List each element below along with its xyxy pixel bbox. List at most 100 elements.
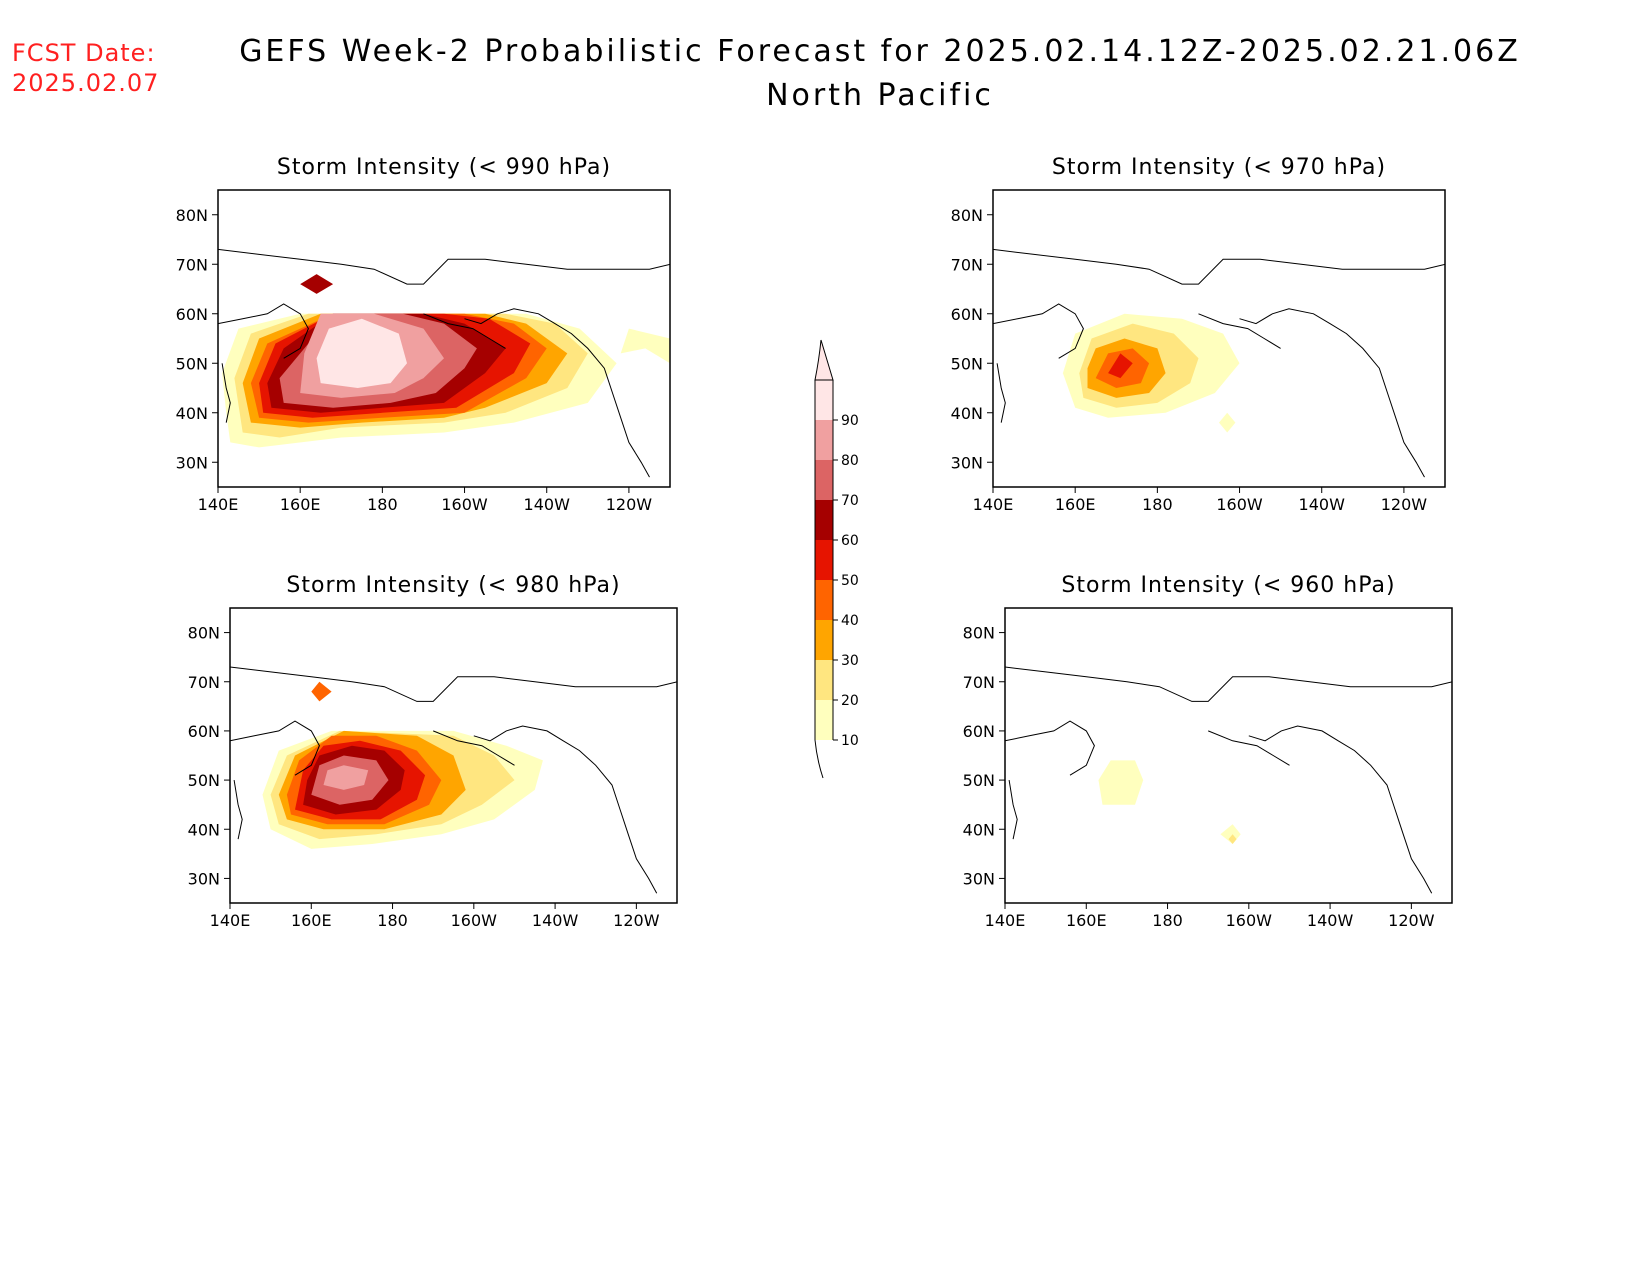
panel-title: Storm Intensity (< 960 hPa) xyxy=(1061,573,1395,598)
colorbar-swatch xyxy=(815,540,833,580)
map-panel-p990: Storm Intensity (< 990 hPa) 80N 70N 60N 50N 4… xyxy=(176,155,671,514)
lon-tick-label: 120W xyxy=(613,911,660,930)
coastline xyxy=(1008,780,1018,840)
colorbar-tick-label: 90 xyxy=(841,413,859,429)
colorbar-tick-label: 70 xyxy=(841,493,859,509)
lon-tick-label: 160W xyxy=(441,495,488,514)
lat-tick-label: 60N xyxy=(963,722,995,741)
colorbar-tick-label: 40 xyxy=(841,613,859,629)
map-frame xyxy=(1004,607,1453,904)
probability-contour xyxy=(1228,834,1237,844)
coastline xyxy=(230,666,677,702)
coastline xyxy=(221,363,231,423)
page-subtitle: North Pacific xyxy=(766,78,994,113)
lat-tick-label: 50N xyxy=(176,354,208,373)
colorbar-swatch xyxy=(815,620,833,660)
coastline xyxy=(433,730,515,766)
probability-contour xyxy=(620,328,670,364)
colorbar-swatch xyxy=(815,580,833,620)
lat-tick-label: 70N xyxy=(176,255,208,274)
forecast-date-heading: FCST Date: xyxy=(12,39,156,67)
colorbar-tick-label: 30 xyxy=(841,653,859,669)
lon-tick-label: 120W xyxy=(1381,495,1428,514)
lat-tick-label: 80N xyxy=(176,206,208,225)
coastline xyxy=(1248,725,1433,894)
lat-tick-label: 80N xyxy=(963,624,995,643)
lat-tick-label: 40N xyxy=(188,820,220,839)
lon-tick-label: 160E xyxy=(1066,911,1107,930)
colorbar-tick-label: 50 xyxy=(841,573,859,589)
coastline xyxy=(993,303,1084,359)
lon-tick-label: 160E xyxy=(291,911,332,930)
colorbar-swatch xyxy=(815,700,833,740)
probability-colorbar: 10 20 30 40 50 60 70 80 90 xyxy=(814,339,859,779)
lat-tick-label: 80N xyxy=(951,206,983,225)
coastline xyxy=(473,725,658,894)
lat-tick-label: 70N xyxy=(963,673,995,692)
colorbar-tick-label: 80 xyxy=(841,453,859,469)
forecast-date-label: FCST Date: 2025.02.07 xyxy=(12,38,159,98)
panel-title: Storm Intensity (< 970 hPa) xyxy=(1052,155,1386,180)
lon-tick-label: 160E xyxy=(1055,495,1096,514)
panel-title: Storm Intensity (< 990 hPa) xyxy=(277,155,611,180)
colorbar-swatch xyxy=(815,500,833,540)
lat-tick-label: 30N xyxy=(951,453,983,472)
map-frame xyxy=(992,189,1446,488)
coastline xyxy=(423,313,506,349)
lat-tick-label: 60N xyxy=(176,305,208,324)
lon-tick-label: 140W xyxy=(1299,495,1346,514)
lon-tick-label: 140E xyxy=(973,495,1014,514)
coastline xyxy=(1005,720,1095,776)
map-panel-p960: Storm Intensity (< 960 hPa) 80N 70N 60N 50N 4… xyxy=(963,573,1453,930)
coastline xyxy=(218,303,309,359)
colorbar-tick-label: 10 xyxy=(841,733,859,749)
probability-contour xyxy=(311,681,332,702)
lon-tick-label: 160W xyxy=(451,911,498,930)
lat-tick-label: 50N xyxy=(951,354,983,373)
probability-contour xyxy=(316,318,407,388)
coastline xyxy=(1208,730,1290,766)
lon-tick-label: 120W xyxy=(1388,911,1435,930)
lat-tick-label: 50N xyxy=(963,771,995,790)
lat-tick-label: 40N xyxy=(176,404,208,423)
lat-tick-label: 40N xyxy=(951,404,983,423)
forecast-date-value: 2025.02.07 xyxy=(12,69,160,97)
coastline xyxy=(233,780,243,840)
lon-tick-label: 180 xyxy=(377,911,408,930)
colorbar-top-cap xyxy=(814,339,834,381)
probability-contour xyxy=(323,765,369,790)
lat-tick-label: 60N xyxy=(951,305,983,324)
coastline xyxy=(1198,313,1281,349)
lon-tick-label: 180 xyxy=(1152,911,1183,930)
lon-tick-label: 120W xyxy=(606,495,653,514)
map-panel-p980: Storm Intensity (< 980 hPa) 80N 70N 60N 50N 4… xyxy=(188,573,678,930)
colorbar-tick-label: 60 xyxy=(841,533,859,549)
colorbar-swatch xyxy=(815,660,833,700)
panel-title: Storm Intensity (< 980 hPa) xyxy=(286,573,620,598)
lon-tick-label: 160E xyxy=(280,495,321,514)
lat-tick-label: 30N xyxy=(963,869,995,888)
probability-contour xyxy=(1108,353,1133,379)
lat-tick-label: 50N xyxy=(188,771,220,790)
lat-tick-label: 70N xyxy=(188,673,220,692)
probability-field xyxy=(218,248,670,478)
probability-contour xyxy=(1098,760,1144,805)
lat-tick-label: 30N xyxy=(188,869,220,888)
probability-contour xyxy=(300,274,334,294)
coastline xyxy=(993,248,1445,285)
coastline xyxy=(1239,308,1425,478)
lat-tick-label: 30N xyxy=(176,453,208,472)
colorbar-swatch xyxy=(815,420,833,460)
map-panel-p970: Storm Intensity (< 970 hPa) 80N 70N 60N 50N 4… xyxy=(951,155,1446,514)
lon-tick-label: 160W xyxy=(1226,911,1273,930)
lon-tick-label: 180 xyxy=(1142,495,1173,514)
probability-field xyxy=(1005,666,1452,894)
lon-tick-label: 180 xyxy=(367,495,398,514)
map-frame xyxy=(217,189,671,488)
lon-tick-label: 140W xyxy=(1307,911,1354,930)
lat-tick-label: 40N xyxy=(963,820,995,839)
lon-tick-label: 140E xyxy=(210,911,251,930)
probability-contour xyxy=(1219,412,1236,433)
coastline xyxy=(996,363,1006,423)
